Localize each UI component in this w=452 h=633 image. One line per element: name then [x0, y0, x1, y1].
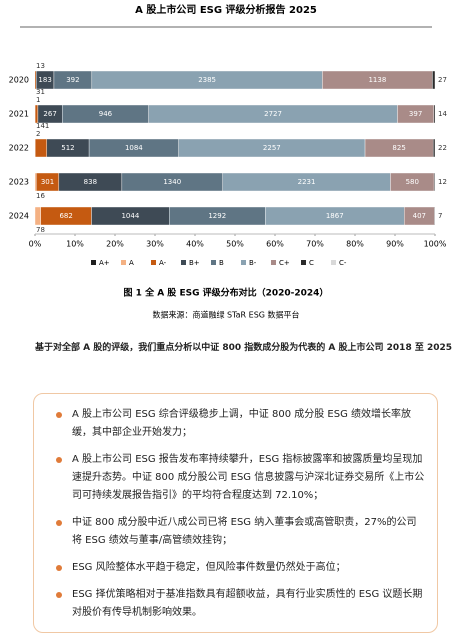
x-tick-label: 100%: [424, 240, 447, 249]
page-title: A 股上市公司 ESG 评级分析报告 2025: [135, 3, 317, 16]
legend-label: A+: [99, 259, 110, 267]
legend-swatch: [181, 260, 186, 265]
legend-swatch: [241, 260, 246, 265]
x-tick-label: 0%: [29, 240, 42, 249]
bar-label: 16: [36, 192, 45, 200]
bar-segment: [433, 139, 435, 157]
bar-label: 2257: [263, 144, 281, 152]
legend-swatch: [301, 260, 306, 265]
y-tick-label: 2024: [9, 212, 29, 221]
legend-label: B-: [249, 259, 257, 267]
legend-swatch: [91, 260, 96, 265]
bar-label: 27: [438, 76, 447, 84]
bar-label: 1867: [326, 212, 344, 220]
chart: A 股上市公司 ESG 评级分析报告 2025 图 1 全 A 股 ESG 评级…: [0, 0, 452, 335]
bar-label: 183: [38, 76, 51, 84]
bar-label: 1084: [125, 144, 143, 152]
bullet: ESG 择优策略相对于基准指数具有超额收益，具有行业实质性的 ESG 议题长期对…: [54, 586, 425, 622]
x-tick-label: 60%: [266, 240, 284, 249]
bar-label: 22: [438, 144, 447, 152]
y-tick-label: 2023: [9, 178, 29, 187]
x-tick-label: 80%: [346, 240, 364, 249]
summary-box: A 股上市公司 ESG 综合评级稳步上调，中证 800 成分股 ESG 绩效增长…: [33, 393, 438, 633]
bar-label: 392: [66, 76, 79, 84]
bullet: 中证 800 成分股中近八成公司已将 ESG 纳入董事会或高管职责，27%的公司…: [54, 514, 425, 550]
legend-label: A-: [159, 259, 167, 267]
bullet: ESG 风险整体水平趋于稳定，但风险事件数量仍然处于高位；: [54, 559, 425, 577]
bar-label: 31: [36, 88, 45, 96]
x-tick-label: 50%: [226, 240, 244, 249]
bar-label: 407: [413, 212, 426, 220]
figure-source: 数据来源：商道融绿 STaR ESG 数据平台: [152, 310, 299, 320]
bar-label: 2727: [264, 110, 282, 118]
legend-swatch: [151, 260, 156, 265]
legend-label: C-: [339, 259, 347, 267]
intro: 基于对全部 A 股的评级，我们重点分析以中证 800 指数成分股为代表的 A 股…: [35, 340, 445, 353]
bar-segment: [434, 105, 435, 123]
bar-label: 580: [406, 178, 419, 186]
figure-caption: 图 1 全 A 股 ESG 评级分布对比（2020-2024）: [124, 287, 329, 299]
bar-label: 267: [43, 110, 56, 118]
legend-label: B: [219, 259, 224, 267]
y-tick-label: 2022: [9, 144, 29, 153]
x-tick-label: 20%: [106, 240, 124, 249]
bullet: A 股上市公司 ESG 综合评级稳步上调，中证 800 成分股 ESG 绩效增长…: [54, 406, 425, 442]
legend-label: A: [129, 259, 134, 267]
legend-label: C+: [279, 259, 290, 267]
bar-label: 2231: [298, 178, 316, 186]
legend-swatch: [271, 260, 276, 265]
x-tick-label: 90%: [386, 240, 404, 249]
bar-label: 301: [41, 178, 54, 186]
bar-label: 7: [438, 212, 442, 220]
x-tick-label: 70%: [306, 240, 324, 249]
bar-label: 1292: [208, 212, 226, 220]
bar-label: 682: [59, 212, 72, 220]
bar-segment: [35, 105, 38, 123]
bar-segment: [35, 139, 47, 157]
bar-label: 512: [61, 144, 74, 152]
legend-swatch: [211, 260, 216, 265]
legend-swatch: [331, 260, 336, 265]
bar-label: 2385: [198, 76, 216, 84]
bar-label: 1: [36, 96, 40, 104]
bar-label: 1340: [163, 178, 181, 186]
bullet: A 股上市公司 ESG 报告发布率持续攀升，ESG 指标披露率和披露质量均呈现加…: [54, 451, 425, 505]
bar-label: 946: [99, 110, 113, 118]
legend-swatch: [121, 260, 126, 265]
bar-label: 12: [438, 178, 447, 186]
bar-label: 2: [36, 130, 40, 138]
bar-label: 78: [36, 226, 45, 234]
bar-label: 825: [392, 144, 405, 152]
bar-label: 1138: [368, 76, 386, 84]
x-tick-label: 30%: [146, 240, 164, 249]
bar-segment: [35, 207, 41, 225]
y-tick-label: 2020: [9, 76, 29, 85]
bar-label: 14: [438, 110, 447, 118]
bar-segment: [434, 173, 435, 191]
legend-label: B+: [189, 259, 200, 267]
bar-label: 141: [36, 122, 49, 130]
bar-segment: [432, 71, 435, 89]
bar-label: 838: [84, 178, 97, 186]
legend-label: C: [309, 259, 314, 267]
bar-label: 13: [36, 62, 45, 70]
x-tick-label: 40%: [186, 240, 204, 249]
y-tick-label: 2021: [9, 110, 29, 119]
bar-label: 397: [409, 110, 422, 118]
bar-segment: [434, 207, 435, 225]
x-tick-label: 10%: [66, 240, 84, 249]
bar-label: 1044: [121, 212, 139, 220]
